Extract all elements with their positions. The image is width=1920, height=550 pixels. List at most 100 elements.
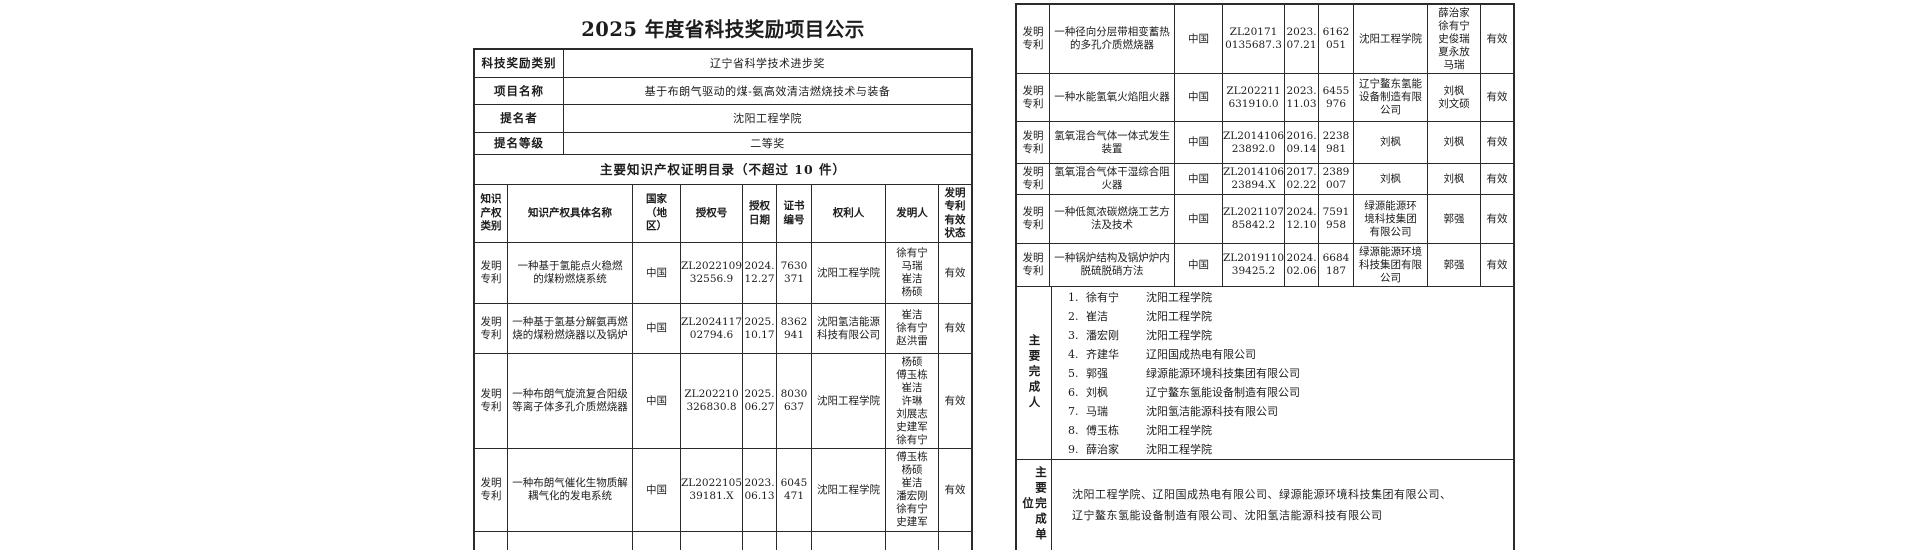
cell-inventors: 徐有宁 马瑞 崔洁 杨硕: [886, 243, 939, 303]
cell-country: 中国: [633, 243, 681, 303]
cell-status: 有效: [944, 322, 966, 334]
right-page: 发明 专利 一种径向分层带相变蓄热 的多孔介质燃烧器 中国 ZL20171 01…: [1015, 3, 1515, 550]
cell-date: 2016. 09.14: [1285, 122, 1319, 163]
table-row: 发明 专利 氢氧混合气体干湿综合阻 火器 中国 ZL2014106 23894.…: [1017, 164, 1513, 195]
cell-number: ZL2022109 32556.9: [681, 243, 743, 303]
col-header-category: 知识 产权 类别: [475, 185, 508, 242]
cell-country: 中国: [1175, 244, 1223, 286]
contributor-item: 1. 徐有宁 沈阳工程学院: [1068, 290, 1212, 304]
cell-name: 一种锅炉结构及锅炉炉内 脱硫脱硝方法: [1050, 244, 1175, 286]
table-row: 发明 专利 一种基于氢基分解氨再燃 烧的煤粉燃烧器以及锅炉 中国 ZL20241…: [475, 304, 971, 354]
cell-owner: 绿源能源环 境科技集团 有限公司: [1354, 195, 1428, 243]
cell-category: 发明 专利: [1017, 244, 1050, 286]
cell-category: 发明 专利: [1017, 122, 1050, 163]
cell-date: 2023. 07.21: [1285, 5, 1319, 73]
cell-date: 2025. 10.17: [743, 304, 777, 353]
cell-owner: 刘枫: [1354, 164, 1428, 194]
cell-cert: 6045 471: [777, 449, 812, 531]
cell-inventors: 杨硕 傅玉栋 崔洁 许琳 刘展志 史建军 徐有宁: [886, 354, 939, 448]
cell-date: 2023. 06.13: [743, 449, 777, 531]
cell-status: 有效: [1486, 32, 1508, 45]
cell-owner: 沈阳工程学院: [812, 449, 886, 531]
contributor-item: 3. 潘宏刚 沈阳工程学院: [1068, 328, 1212, 342]
cell-number: ZL2021107 85842.2: [1223, 195, 1285, 243]
cell-inventors: 傅玉栋 杨硕 崔洁 潘宏刚 徐有宁 史建军: [886, 449, 939, 531]
cell-country: 中国: [1175, 5, 1223, 73]
cell-status: 有效: [1486, 136, 1508, 148]
ip-header-row: 知识 产权 类别 知识产权具体名称 国家 （地 区） 授权号 授权 日期 证书 …: [475, 185, 971, 243]
cell-number: ZL2022105 39181.X: [681, 449, 743, 531]
info-row-award-category: 科技奖励类别 辽宁省科学技术进步奖: [475, 50, 971, 78]
cell-name: 一种基于氢基分解氨再燃 烧的煤粉燃烧器以及锅炉: [508, 304, 633, 353]
cell-country: 中国: [1175, 122, 1223, 163]
col-header-cert: 证书 编号: [777, 185, 812, 242]
cell-inventors: 郭强: [1428, 244, 1481, 286]
cell-country: 中国: [633, 354, 681, 448]
info-label: 提名者: [475, 105, 564, 132]
cell-inventors: 刘枫: [1428, 122, 1481, 163]
left-page: 2025 年度省科技奖励项目公示 科技奖励类别 辽宁省科学技术进步奖 项目名称 …: [473, 0, 973, 550]
col-header-name: 知识产权具体名称: [508, 185, 633, 242]
info-row-project-name: 项目名称 基于布朗气驱动的煤-氨高效清洁燃烧技术与装备: [475, 78, 971, 105]
contributor-item: 9. 薛治家 沈阳工程学院: [1068, 442, 1212, 456]
col-header-status: 发明 专利 有效 状态: [944, 186, 966, 240]
cell-name: 氢氧混合气体一体式发生 装置: [1050, 122, 1175, 163]
cell-cert: 7630 371: [777, 243, 812, 303]
contributor-item: 2. 崔洁 沈阳工程学院: [1068, 309, 1212, 323]
ip-section-title: 主要知识产权证明目录（不超过 10 件）: [599, 162, 847, 177]
col-header-inventors: 发明人: [886, 185, 939, 242]
cell-cert: 6162 051: [1319, 5, 1354, 73]
table-row: 发明 专利 一种布朗气旋流复合阳级 等离子体多孔介质燃烧器 中国 ZL20221…: [475, 354, 971, 449]
cell-owner: 沈阳氢洁能源 科技有限公司: [812, 304, 886, 353]
table-row: 发明 专利 一种基于氢能点火稳燃 的煤粉燃烧系统 中国 ZL2022109 32…: [475, 243, 971, 304]
left-table: 科技奖励类别 辽宁省科学技术进步奖 项目名称 基于布朗气驱动的煤-氨高效清洁燃烧…: [473, 48, 973, 550]
table-row: 发明 专利 一种水能氢氧火焰阻火器 中国 ZL202211 631910.0 2…: [1017, 74, 1513, 122]
cell-cert: 2238 981: [1319, 122, 1354, 163]
cell-number: ZL202211 631910.0: [1223, 74, 1285, 121]
col-header-number: 授权号: [681, 185, 743, 242]
cell-category: 发明 专利: [1017, 5, 1050, 73]
cell-inventors: 郭强: [1428, 195, 1481, 243]
table-row: 发明 专利 一种低氮浓碳燃烧工艺方 法及技术 中国 ZL2021107 8584…: [1017, 195, 1513, 244]
table-row-partial: [475, 532, 971, 550]
organizations-text: 沈阳工程学院、辽阳国成热电有限公司、绿源能源环境科技集团有限公司、 辽宁鳌东氢能…: [1072, 488, 1452, 522]
table-row: 发明 专利 一种锅炉结构及锅炉炉内 脱硫脱硝方法 中国 ZL2019110 39…: [1017, 244, 1513, 287]
cell-name: 一种布朗气催化生物质解 耦气化的发电系统: [508, 449, 633, 531]
info-value: 基于布朗气驱动的煤-氨高效清洁燃烧技术与装备: [644, 84, 891, 98]
contributor-item: 6. 刘枫 辽宁鳌东氢能设备制造有限公司: [1068, 385, 1300, 399]
right-table: 发明 专利 一种径向分层带相变蓄热 的多孔介质燃烧器 中国 ZL20171 01…: [1015, 3, 1515, 550]
cell-number: ZL2014106 23894.X: [1223, 164, 1285, 194]
cell-status: 有效: [1486, 212, 1508, 225]
cell-country: 中国: [1175, 195, 1223, 243]
cell-country: 中国: [1175, 164, 1223, 194]
cell-name: 一种低氮浓碳燃烧工艺方 法及技术: [1050, 195, 1175, 243]
contributors-row: 主要完成人 1. 徐有宁 沈阳工程学院 2. 崔洁 沈阳工程学院 3. 潘宏刚 沈阳工程学院…: [1017, 287, 1513, 460]
cell-number: ZL202210 326830.8: [681, 354, 743, 448]
info-label: 项目名称: [475, 78, 564, 104]
cell-cert: 6455 976: [1319, 74, 1354, 121]
info-value: 沈阳工程学院: [733, 112, 802, 125]
cell-category: 发明 专利: [475, 304, 508, 353]
info-value: 辽宁省科学技术进步奖: [710, 57, 825, 70]
contributor-item: 8. 傅玉栋 沈阳工程学院: [1068, 423, 1212, 437]
cell-status: 有效: [1486, 91, 1508, 103]
cell-date: 2023. 11.03: [1285, 74, 1319, 121]
organizations-row: 主要完成单位 沈阳工程学院、辽阳国成热电有限公司、绿源能源环境科技集团有限公司、…: [1017, 460, 1513, 550]
cell-status: 有效: [1486, 172, 1508, 185]
cell-category: 发明 专利: [1017, 164, 1050, 194]
cell-status: 有效: [944, 483, 966, 496]
cell-country: 中国: [633, 304, 681, 353]
contributor-item: 5. 郭强 绿源能源环境科技集团有限公司: [1068, 366, 1300, 380]
cell-owner: 沈阳工程学院: [812, 243, 886, 303]
table-row: 发明 专利 一种布朗气催化生物质解 耦气化的发电系统 中国 ZL2022105 …: [475, 449, 971, 532]
table-row: 发明 专利 一种径向分层带相变蓄热 的多孔介质燃烧器 中国 ZL20171 01…: [1017, 5, 1513, 74]
cell-owner: 沈阳工程学院: [812, 354, 886, 448]
cell-owner: 刘枫: [1354, 122, 1428, 163]
cell-country: 中国: [633, 449, 681, 531]
table-row: 发明 专利 氢氧混合气体一体式发生 装置 中国 ZL2014106 23892.…: [1017, 122, 1513, 164]
cell-category: 发明 专利: [1017, 195, 1050, 243]
cell-cert: 6684 187: [1319, 244, 1354, 286]
col-header-country: 国家 （地 区）: [633, 185, 681, 242]
cell-cert: 8362 941: [777, 304, 812, 353]
